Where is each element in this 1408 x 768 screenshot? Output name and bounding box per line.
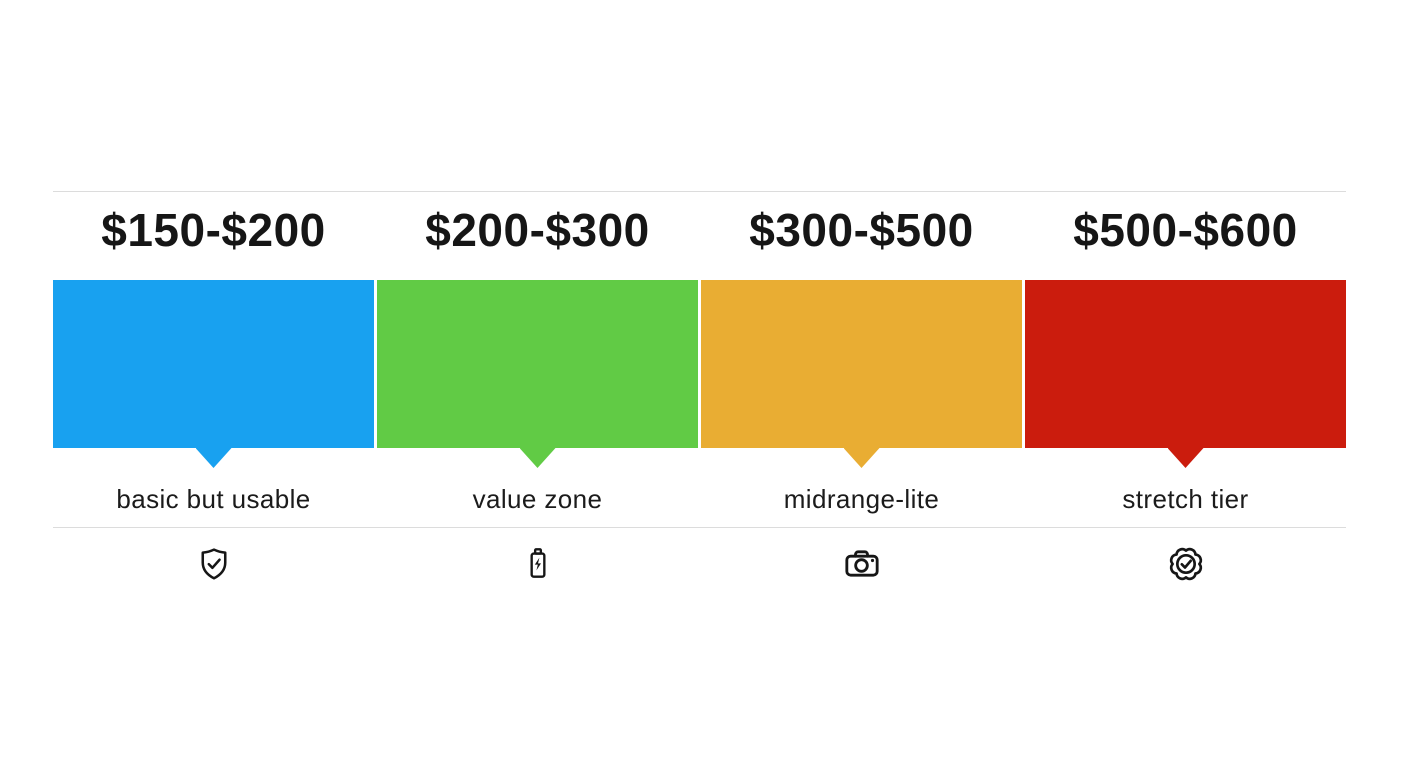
- tier-label: value zone: [472, 484, 603, 514]
- price-range-row: $150-$200 $200-$300 $300-$500 $500-$600: [53, 202, 1346, 258]
- tier-pointer: [519, 448, 556, 468]
- tier-pointer: [195, 448, 232, 468]
- tier-label-row: basic but usable value zone midrange-lit…: [53, 481, 1346, 517]
- price-range-label: $300-$500: [749, 204, 974, 256]
- shield-check-icon: [200, 548, 227, 580]
- tier-label: midrange-lite: [783, 484, 940, 514]
- tier-label: basic but usable: [116, 484, 311, 514]
- tier-bar-midrange: [701, 280, 1022, 448]
- tier-band: [53, 280, 1346, 448]
- tier-bar-stretch: [1025, 280, 1346, 448]
- tier-bar-basic: [53, 280, 374, 448]
- price-range-label: $150-$200: [101, 204, 326, 256]
- icon-row: [53, 544, 1346, 584]
- camera-icon: [844, 550, 879, 577]
- tier-bar-value: [377, 280, 698, 448]
- badge-check-icon: [1169, 547, 1202, 581]
- price-range-label: $200-$300: [425, 204, 650, 256]
- bottom-divider: [53, 527, 1346, 528]
- price-range-label: $500-$600: [1073, 204, 1298, 256]
- tier-label: stretch tier: [1122, 484, 1249, 514]
- pointer-row: [53, 448, 1346, 468]
- top-divider: [53, 191, 1346, 192]
- tier-pointer: [843, 448, 880, 468]
- tier-pointer: [1167, 448, 1204, 468]
- battery-charging-icon: [529, 548, 546, 578]
